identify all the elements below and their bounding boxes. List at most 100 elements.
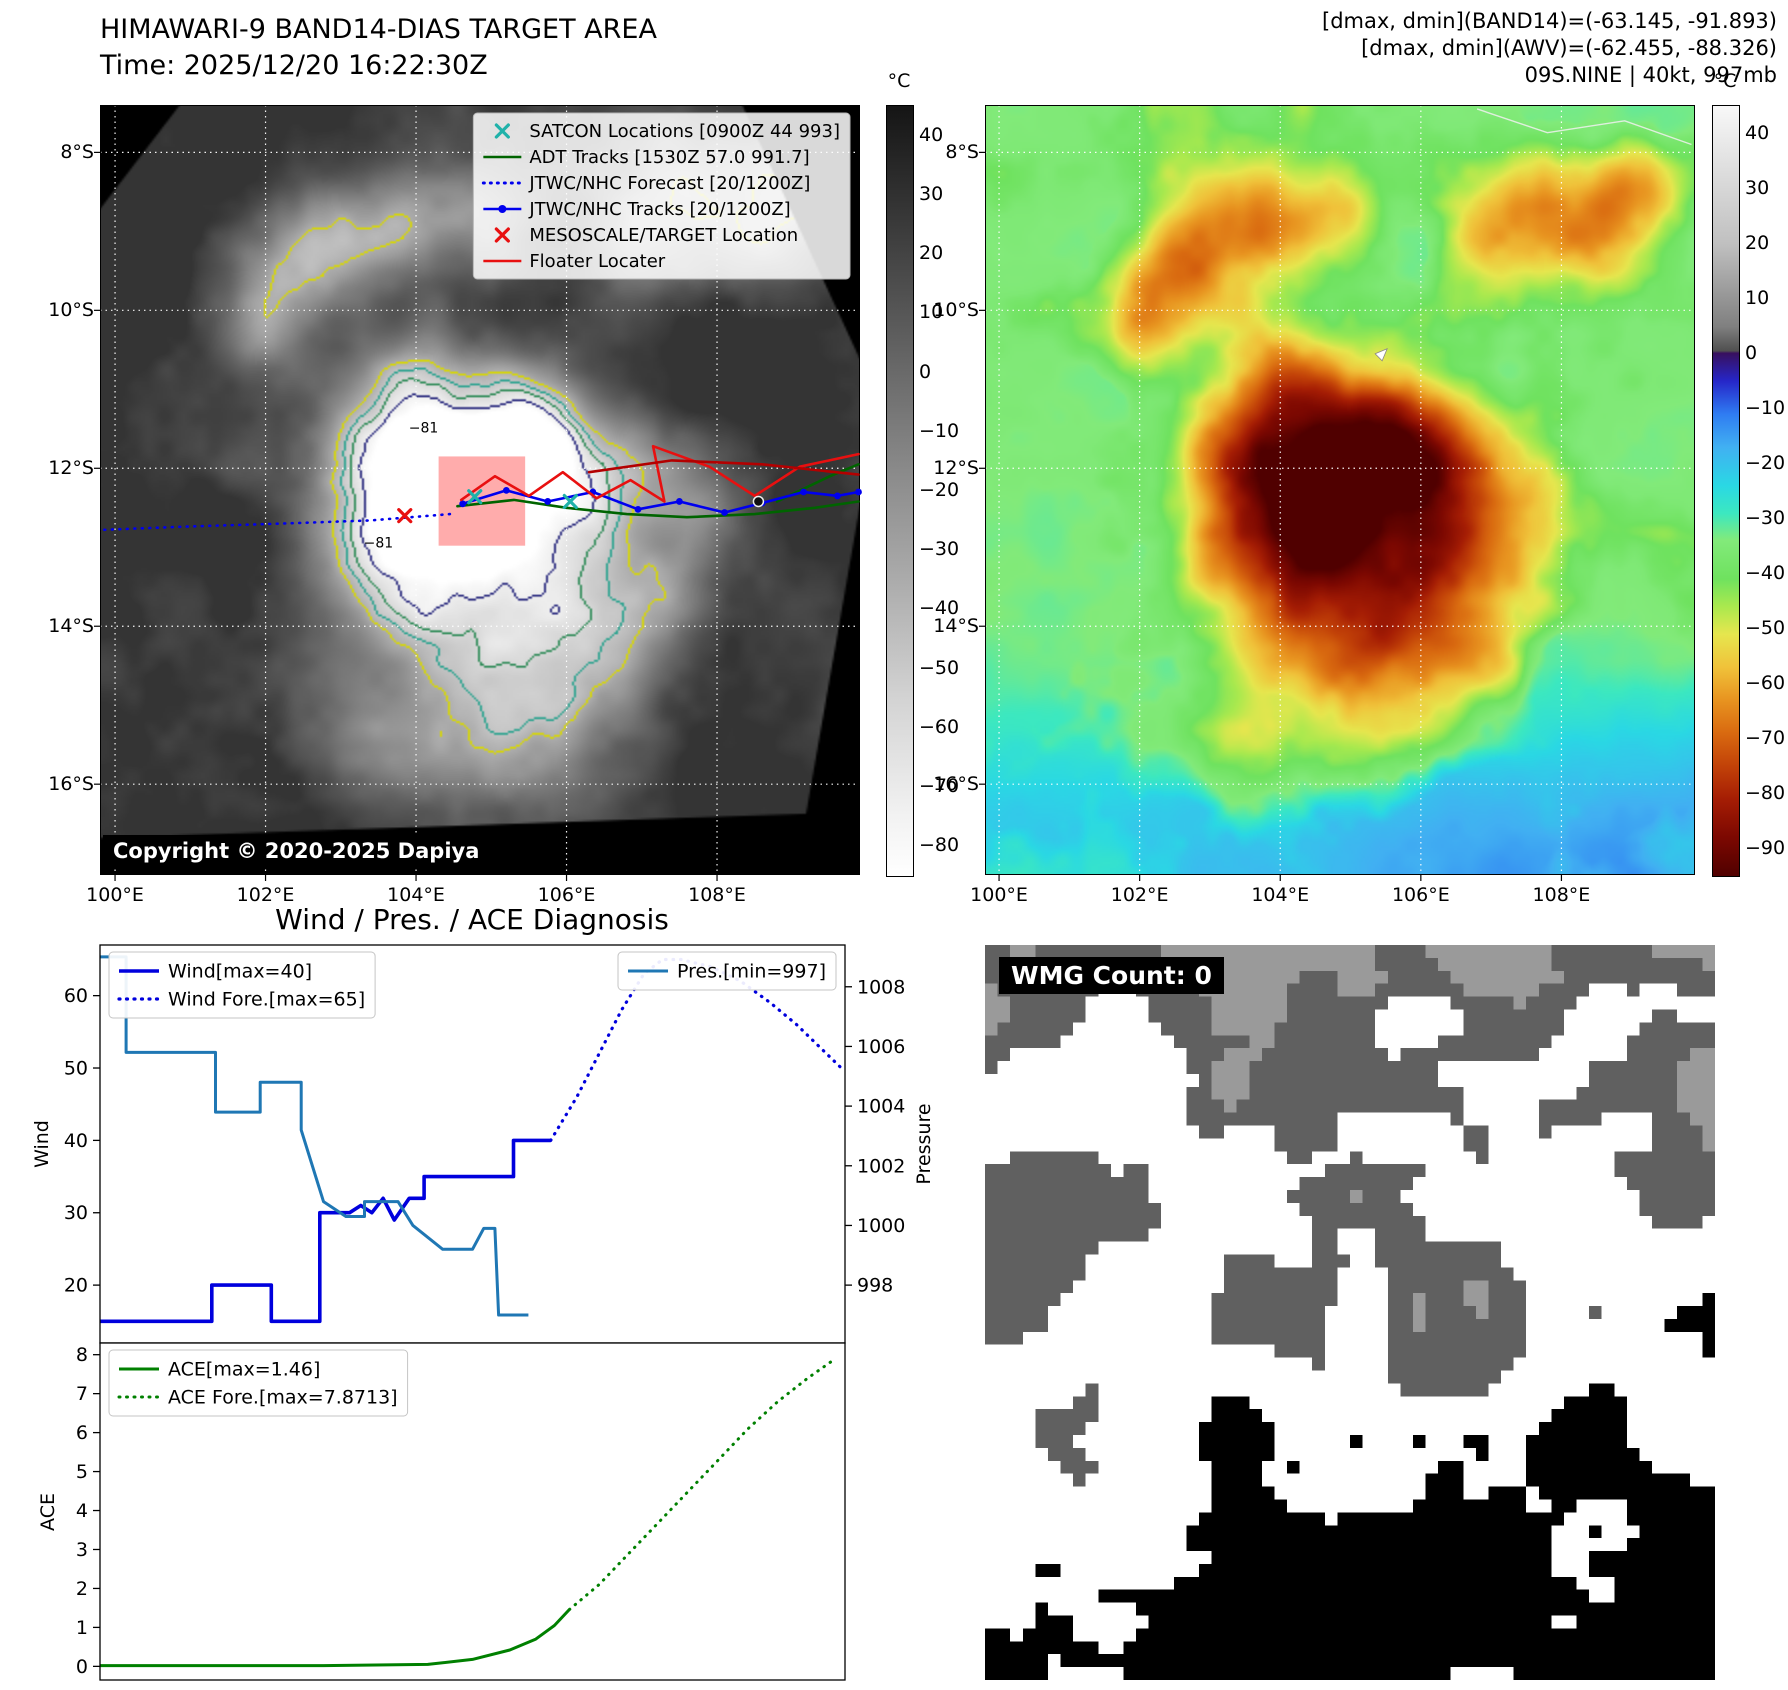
x-tick-awv: 106°E xyxy=(1391,884,1450,906)
chart-legend xyxy=(617,951,837,991)
current-position-marker xyxy=(752,495,765,508)
header-storm-id: 09S.NINE | 40kt, 997mb xyxy=(1524,63,1777,87)
map-marker-x xyxy=(562,493,578,510)
awv-map-panel xyxy=(979,105,1695,881)
awv-colorbar-tick: 10 xyxy=(1745,286,1770,309)
y-tick-awv: 14°S xyxy=(933,615,979,638)
awv-colorbar-unit: °C xyxy=(1713,70,1737,92)
chart-legend xyxy=(108,1349,409,1417)
svg-text:MESOSCALE/TARGET Location: MESOSCALE/TARGET Location xyxy=(529,225,798,246)
wmg-canvas xyxy=(985,945,1715,1680)
band14-colorbar xyxy=(886,105,914,877)
svg-text:ACE Fore.[max=7.8713]: ACE Fore.[max=7.8713] xyxy=(168,1387,398,1409)
svg-text:ACE[max=1.46]: ACE[max=1.46] xyxy=(168,1359,320,1381)
band14-colorbar-tick: −40 xyxy=(919,597,960,620)
wind-axis-label: Wind xyxy=(31,1120,53,1168)
x-tick-band14: 104°E xyxy=(387,884,445,906)
y-tick-band14: 10°S xyxy=(48,299,94,322)
svg-text:7: 7 xyxy=(76,1383,88,1405)
svg-text:1: 1 xyxy=(76,1617,88,1639)
coastline xyxy=(1476,108,1692,146)
band14-colorbar-tick: 20 xyxy=(919,242,944,265)
x-tick-awv: 100°E xyxy=(970,884,1028,906)
band14-colorbar-tick: 30 xyxy=(919,182,944,205)
chart-legend xyxy=(108,951,376,1019)
band14-colorbar-tick: −80 xyxy=(919,834,960,857)
svg-text:998: 998 xyxy=(857,1275,893,1297)
awv-overlay xyxy=(979,105,1695,881)
y-tick-awv: 10°S xyxy=(933,299,979,322)
header-dmax-band14: [dmax, dmin](BAND14)=(-63.145, -91.893) xyxy=(1322,9,1777,33)
band14-colorbar-tick: −10 xyxy=(919,419,960,442)
dmax-arrow-marker xyxy=(1374,348,1388,362)
svg-text:1006: 1006 xyxy=(857,1036,905,1058)
svg-text:40: 40 xyxy=(64,1130,88,1152)
x-tick-band14: 108°E xyxy=(688,884,746,906)
svg-text:Wind[max=40]: Wind[max=40] xyxy=(168,961,312,983)
y-tick-band14: 14°S xyxy=(48,615,94,638)
map-marker-x xyxy=(467,489,483,505)
awv-colorbar-tick: 40 xyxy=(1745,121,1770,144)
ace-axis-label: ACE xyxy=(37,1493,59,1531)
diagnosis-title: Wind / Pres. / ACE Diagnosis xyxy=(275,903,669,936)
svg-text:30: 30 xyxy=(64,1202,88,1224)
awv-colorbar-tick: −60 xyxy=(1745,671,1786,694)
y-tick-awv: 12°S xyxy=(933,457,979,480)
band14-colorbar-unit: °C xyxy=(887,70,911,92)
svg-text:2: 2 xyxy=(76,1578,88,1600)
contour-label: −81 xyxy=(409,421,439,437)
svg-text:SATCON Locations [0900Z 44 993: SATCON Locations [0900Z 44 993] xyxy=(529,121,840,142)
awv-colorbar-tick: 0 xyxy=(1745,341,1758,364)
y-tick-awv: 16°S xyxy=(933,773,979,796)
awv-colorbar-tick: −90 xyxy=(1745,836,1786,859)
svg-text:JTWC/NHC Forecast [20/1200Z]: JTWC/NHC Forecast [20/1200Z] xyxy=(528,173,810,194)
track-line xyxy=(100,512,452,532)
chart-series xyxy=(100,1608,571,1668)
band14-colorbar-tick: −20 xyxy=(919,479,960,501)
band14-colorbar-tick: −50 xyxy=(919,656,960,679)
band14-colorbar-tick: −60 xyxy=(919,715,960,738)
band14-overlay: −81 −81 SATCON Locations [0900Z 44 993] ADT… xyxy=(94,105,862,881)
awv-colorbar-tick: −50 xyxy=(1745,616,1786,639)
band14-colorbar-tick: 10 xyxy=(919,301,944,324)
chart-series xyxy=(100,1138,551,1324)
map-marker-x xyxy=(397,508,413,524)
band14-colorbar-tick: −30 xyxy=(919,538,960,561)
wmg-count-label: WMG Count: 0 xyxy=(999,957,1224,994)
awv-satellite-canvas xyxy=(985,105,1695,875)
svg-text:1004: 1004 xyxy=(857,1096,905,1118)
chart-series xyxy=(100,955,529,1317)
svg-text:1000: 1000 xyxy=(857,1215,905,1237)
contour-label: −81 xyxy=(364,535,394,551)
svg-text:ADT Tracks [1530Z 57.0 991.7]: ADT Tracks [1530Z 57.0 991.7] xyxy=(529,147,809,168)
awv-colorbar-tick: −70 xyxy=(1745,726,1786,749)
svg-text:1008: 1008 xyxy=(857,976,905,998)
svg-text:6: 6 xyxy=(76,1422,88,1444)
svg-text:1002: 1002 xyxy=(857,1155,905,1177)
svg-text:Floater Locater: Floater Locater xyxy=(529,251,665,272)
awv-colorbar-tick: −20 xyxy=(1745,451,1786,474)
band14-legend: SATCON Locations [0900Z 44 993] ADT Track… xyxy=(472,112,851,280)
svg-text:8: 8 xyxy=(76,1344,88,1366)
awv-colorbar-tick: −80 xyxy=(1745,781,1786,804)
x-tick-band14: 102°E xyxy=(236,884,295,906)
awv-colorbar-tick: 20 xyxy=(1745,231,1770,254)
svg-text:4: 4 xyxy=(76,1500,88,1522)
svg-text:Pres.[min=997]: Pres.[min=997] xyxy=(677,961,826,983)
awv-colorbar-tick: −40 xyxy=(1745,561,1786,584)
svg-text:Wind Fore.[max=65]: Wind Fore.[max=65] xyxy=(168,989,365,1011)
header-right: [dmax, dmin](BAND14)=(-63.145, -91.893) … xyxy=(1000,8,1777,89)
x-tick-awv: 104°E xyxy=(1251,884,1310,906)
x-tick-awv: 108°E xyxy=(1532,884,1591,906)
chart-series xyxy=(567,1358,836,1611)
copyright-badge: Copyright © 2020-2025 Dapiya xyxy=(103,835,490,867)
wmg-panel: WMG Count: 0 xyxy=(985,945,1715,1680)
svg-text:JTWC/NHC Tracks [20/1200Z]: JTWC/NHC Tracks [20/1200Z] xyxy=(528,199,790,220)
track-line xyxy=(587,459,860,476)
svg-text:20: 20 xyxy=(64,1275,88,1297)
band14-colorbar-tick: 0 xyxy=(919,360,932,383)
wind-pressure-chart: 20 30 40 50 60 998 1000 1002 1004 1006 1008 Wind[ma… xyxy=(64,944,905,1347)
band14-time: Time: 2025/12/20 16:22:30Z xyxy=(100,50,488,81)
x-tick-awv: 102°E xyxy=(1110,884,1169,906)
track-line xyxy=(459,444,860,503)
